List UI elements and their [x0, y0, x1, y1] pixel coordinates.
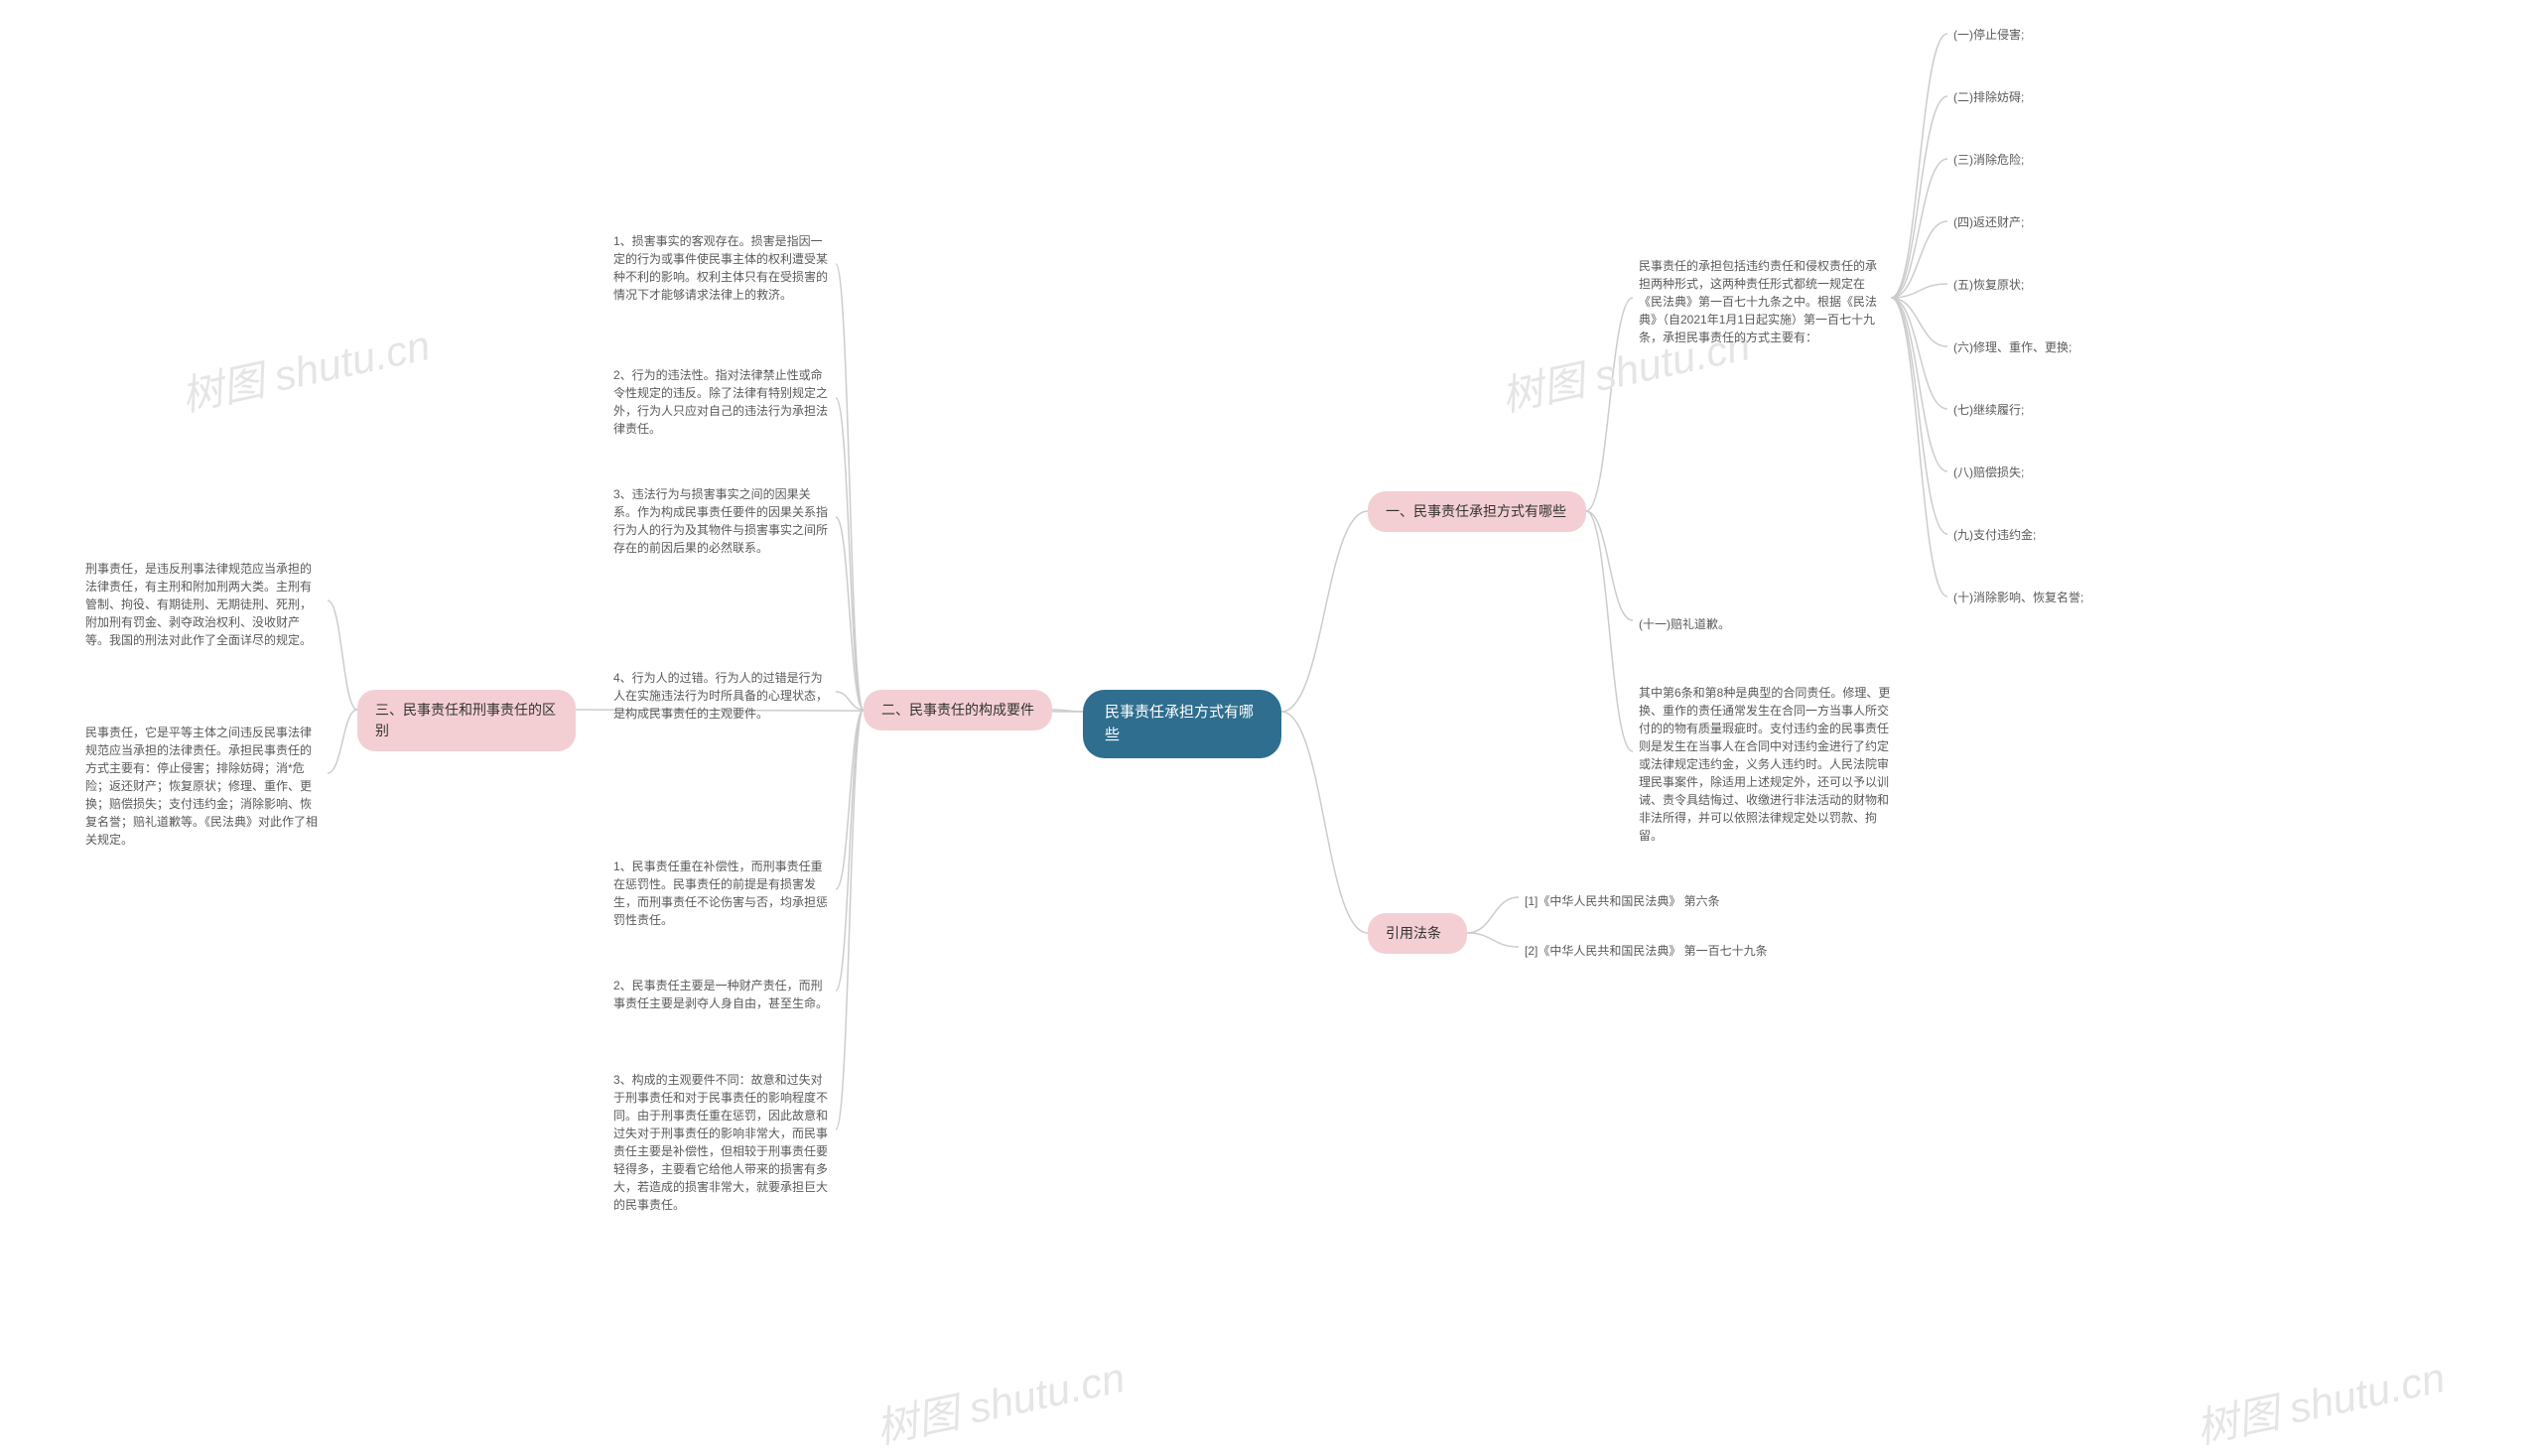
leaf-0-0-9: (十)消除影响、恢复名誉; — [1947, 585, 2146, 610]
branch-node-3: 三、民事责任和刑事责任的区别 — [357, 690, 576, 751]
branch-node-0: 一、民事责任承担方式有哪些 — [1368, 491, 1586, 532]
leaf-0-0-1: (二)排除妨碍; — [1947, 84, 2096, 110]
branch-node-1: 引用法条 — [1368, 913, 1467, 954]
leaf-3-0: 刑事责任，是违反刑事法律规范应当承担的法律责任，有主刑和附加刑两大类。主刑有管制… — [79, 556, 328, 653]
leaf-0-2: 其中第6条和第8种是典型的合同责任。修理、更换、重作的责任通常发生在合同一方当事… — [1633, 680, 1901, 849]
leaf-0-0-6: (七)继续履行; — [1947, 397, 2096, 423]
leaf-0-0-4: (五)恢复原状; — [1947, 272, 2096, 298]
leaf-1-1: [2]《中华人民共和国民法典》 第一百七十九条 — [1519, 938, 1797, 964]
leaf-0-0-2: (三)消除危险; — [1947, 147, 2096, 173]
central-node: 民事责任承担方式有哪些 — [1083, 690, 1281, 758]
leaf-2-1: 2、行为的违法性。指对法律禁止性或命令性规定的违反。除了法律有特别规定之外，行为… — [607, 362, 836, 442]
leaf-0-0-7: (八)赔偿损失; — [1947, 460, 2096, 485]
leaf-0-0-0: (一)停止侵害; — [1947, 22, 2096, 48]
watermark-0: 树图 shutu.cn — [175, 312, 435, 424]
leaf-2-0: 1、损害事实的客观存在。损害是指因一定的行为或事件使民事主体的权利遭受某种不利的… — [607, 228, 836, 308]
leaf-3-1: 民事责任，它是平等主体之间违反民事法律规范应当承担的法律责任。承担民事责任的方式… — [79, 720, 328, 853]
leaf-0-0: 民事责任的承担包括违约责任和侵权责任的承担两种形式，这两种责任形式都统一规定在《… — [1633, 253, 1891, 350]
leaf-2-3: 4、行为人的过错。行为人的过错是行为人在实施违法行为时所具备的心理状态，是构成民… — [607, 665, 836, 727]
leaf-1-0: [1]《中华人民共和国民法典》 第六条 — [1519, 888, 1777, 914]
leaf-0-0-8: (九)支付违约金; — [1947, 522, 2106, 548]
branch-node-2: 二、民事责任的构成要件 — [864, 690, 1052, 730]
leaf-2-5: 2、民事责任主要是一种财产责任，而刑事责任主要是剥夺人身自由，甚至生命。 — [607, 973, 836, 1016]
watermark-2: 树图 shutu.cn — [869, 1344, 1130, 1456]
leaf-2-4: 1、民事责任重在补偿性，而刑事责任重在惩罚性。民事责任的前提是有损害发生，而刑事… — [607, 854, 836, 933]
leaf-2-2: 3、违法行为与损害事实之间的因果关系。作为构成民事责任要件的因果关系指行为人的行… — [607, 481, 836, 561]
leaf-2-6: 3、构成的主观要件不同：故意和过失对于刑事责任和对于民事责任的影响程度不同。由于… — [607, 1067, 836, 1218]
leaf-0-0-5: (六)修理、重作、更换; — [1947, 334, 2126, 360]
watermark-3: 树图 shutu.cn — [2190, 1344, 2450, 1456]
leaf-0-0-3: (四)返还财产; — [1947, 209, 2096, 235]
leaf-0-1: (十一)赔礼道歉。 — [1633, 611, 1831, 637]
